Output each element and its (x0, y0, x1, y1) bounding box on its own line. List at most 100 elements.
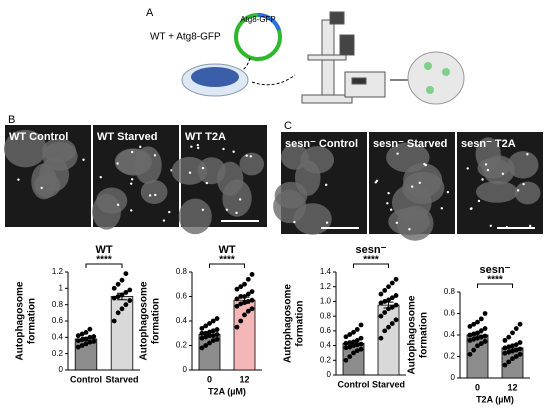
data-point (347, 354, 353, 360)
panel-letter: B (8, 114, 15, 126)
puncta (324, 183, 328, 187)
chart-title: WT (218, 244, 235, 256)
data-point (242, 312, 247, 318)
puncta (325, 221, 329, 224)
arrow (251, 74, 296, 86)
y-axis-label: Autophagosome (15, 281, 26, 360)
y-tick-label: 0.6 (52, 316, 64, 325)
data-point (513, 347, 519, 353)
data-point (502, 362, 508, 368)
data-point (245, 276, 251, 282)
significance-bracket (209, 263, 245, 268)
data-point (127, 287, 133, 293)
puncta (225, 208, 229, 211)
data-point (517, 340, 523, 345)
puncta (408, 228, 411, 231)
y-tick-label: 0 (59, 365, 64, 374)
data-point (249, 289, 255, 294)
data-point (75, 333, 81, 339)
data-point (386, 284, 391, 290)
data-point (393, 276, 399, 282)
data-point (115, 294, 121, 299)
y-axis-label: Autophagosome (407, 295, 418, 374)
data-point (343, 340, 349, 346)
data-point (238, 294, 244, 299)
data-point (382, 328, 388, 334)
x-tick-label: Starved (105, 374, 138, 384)
data-point (210, 338, 216, 343)
puncta (232, 150, 235, 153)
y-tick-label: 0.2 (444, 352, 456, 361)
puncta (489, 224, 493, 227)
puncta (249, 155, 252, 158)
plasmid-label: Atg8-GFP (240, 15, 276, 24)
data-point (475, 330, 480, 336)
image-label: WT Starved (97, 131, 158, 143)
cell-dot (442, 68, 450, 76)
x-tick-label: Starved (372, 379, 405, 389)
puncta (154, 193, 157, 197)
y-tick-label: 0.8 (444, 287, 456, 296)
data-point (467, 324, 473, 329)
puncta (116, 203, 120, 206)
data-point (351, 343, 356, 348)
data-point (354, 338, 360, 343)
y-tick-label: 0.8 (176, 267, 188, 276)
data-point (478, 316, 484, 322)
data-point (203, 343, 209, 348)
data-point (203, 334, 209, 340)
image-label: sesn⁻ Starved (373, 138, 447, 150)
significance-bracket (353, 263, 389, 268)
puncta (477, 199, 481, 203)
image-label: sesn⁻ Control (285, 138, 358, 150)
data-point (203, 330, 209, 336)
data-point (207, 329, 212, 335)
puncta (386, 202, 389, 205)
data-point (115, 281, 121, 287)
data-point (245, 299, 251, 304)
data-point (506, 349, 512, 355)
y-axis-label: formation (27, 298, 38, 344)
nucleus (396, 205, 434, 241)
y-axis-label: Autophagosome (139, 281, 150, 360)
puncta (153, 154, 157, 157)
data-point (210, 333, 216, 339)
data-point (382, 310, 388, 315)
puncta (190, 145, 193, 148)
data-point (343, 334, 349, 340)
y-tick-label: 0.8 (320, 311, 332, 320)
data-point (502, 350, 508, 356)
data-point (242, 300, 247, 306)
x-tick-label: 12 (239, 374, 249, 384)
y-tick-label: 0 (183, 365, 188, 374)
puncta (168, 210, 171, 214)
data-point (510, 330, 515, 336)
data-point (234, 324, 240, 330)
data-point (354, 348, 360, 354)
data-point (389, 280, 395, 286)
data-point (83, 336, 89, 342)
data-point (475, 335, 480, 341)
data-point (475, 343, 480, 349)
data-point (471, 336, 477, 342)
puncta (130, 209, 133, 212)
y-tick-label: 0.6 (176, 292, 188, 301)
data-point (517, 321, 523, 327)
data-point (513, 354, 519, 359)
data-point (471, 331, 477, 337)
puncta (17, 178, 20, 181)
data-point (245, 308, 251, 314)
data-point (210, 318, 216, 324)
y-axis-label: Autophagosome (283, 284, 294, 363)
data-point (506, 359, 512, 365)
data-point (513, 342, 519, 348)
data-point (234, 286, 240, 292)
data-point (502, 337, 508, 343)
data-point (203, 323, 209, 329)
data-point (199, 335, 205, 341)
data-point (234, 303, 240, 309)
data-point (475, 319, 480, 325)
data-point (123, 290, 129, 295)
data-point (127, 298, 133, 303)
nucleus (507, 151, 539, 179)
